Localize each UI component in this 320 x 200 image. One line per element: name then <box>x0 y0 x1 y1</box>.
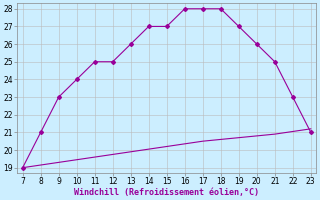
X-axis label: Windchill (Refroidissement éolien,°C): Windchill (Refroidissement éolien,°C) <box>74 188 259 197</box>
